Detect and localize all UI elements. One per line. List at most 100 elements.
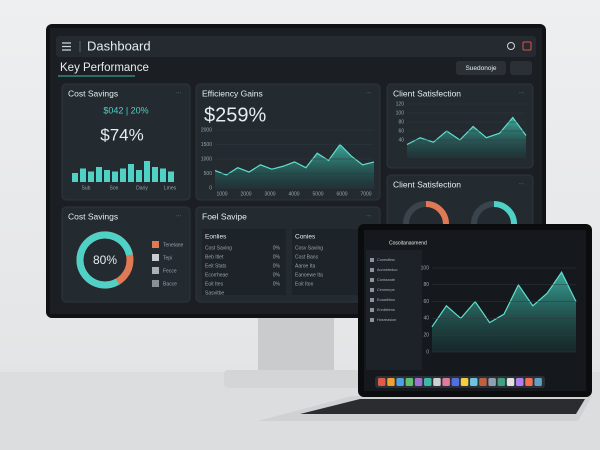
- button[interactable]: [456, 61, 506, 75]
- y-tick-label: 40: [398, 137, 404, 143]
- x-tick-label: 1000: [216, 191, 227, 197]
- menu-icon[interactable]: [62, 42, 71, 51]
- dock-icon: [460, 378, 469, 386]
- y-tick-label: 1000: [201, 156, 212, 162]
- sidebar-icon: [370, 288, 374, 292]
- monitor-stand: [258, 317, 334, 373]
- sidebar-item: Enniletens: [377, 308, 395, 312]
- card-title: Efficiency Gains: [202, 88, 263, 98]
- dock-icon: [497, 378, 506, 386]
- sidebar-item: Aonnetedoo: [377, 268, 397, 272]
- card-title: Client Satisfection: [393, 88, 461, 98]
- laptop-sidebar: [366, 250, 422, 370]
- card-menu: ···: [176, 90, 181, 96]
- dock-icon: [506, 378, 515, 386]
- line: [431, 271, 577, 328]
- legend-swatch: [152, 254, 159, 261]
- x-tick-label: 5000: [312, 191, 323, 197]
- area: [215, 144, 374, 188]
- laptop-header: Cosoitanaomend: [389, 240, 427, 246]
- area: [432, 272, 576, 352]
- table-cell: 0%: [273, 272, 281, 278]
- sidebar-item: Cenmnrpe: [377, 288, 395, 292]
- sidebar-icon: [370, 308, 374, 312]
- table-cell: 0%: [273, 263, 281, 269]
- donut-label: 80%: [93, 253, 117, 267]
- icon-button[interactable]: [510, 61, 532, 75]
- legend-label: Fecce: [163, 268, 177, 274]
- legend-label: Bacce: [163, 281, 177, 287]
- y-tick-label: 100: [396, 110, 405, 116]
- sidebar-icon: [370, 298, 374, 302]
- donut: [76, 231, 134, 289]
- dock-icon: [470, 378, 478, 386]
- legend-swatch: [152, 267, 159, 274]
- bar: [72, 173, 78, 182]
- bar: [112, 171, 118, 182]
- legend-label: Tepi: [163, 255, 172, 261]
- notify-icon[interactable]: [522, 41, 532, 51]
- legend-label: Tenelane: [163, 242, 184, 248]
- sidebar-item: Eoaalbiton: [377, 298, 395, 302]
- table-cell: Eeit Stats: [205, 263, 227, 269]
- bar: [144, 161, 150, 182]
- bar: [104, 170, 110, 182]
- section-title: Key Performance: [60, 62, 149, 74]
- bar: [152, 167, 158, 182]
- dock-icon: [396, 378, 404, 386]
- sidebar-item: Conssnote: [377, 278, 395, 282]
- table-title: Conies: [295, 234, 316, 241]
- bar: [96, 167, 102, 182]
- subtitle: $042 | 20%: [103, 105, 148, 115]
- y-tick-label: 20: [423, 333, 429, 339]
- card-menu: ···: [519, 90, 524, 96]
- dock-icon: [451, 378, 460, 386]
- x-tick-label: 6000: [336, 191, 347, 197]
- monitor-foot: [224, 370, 368, 388]
- sidebar-icon: [370, 278, 374, 282]
- y-tick-label: 1500: [201, 142, 212, 148]
- x-tick-label: 7000: [360, 191, 371, 197]
- table-cell: Cosv Saving: [295, 245, 323, 251]
- dock-icon: [479, 378, 487, 386]
- legend-swatch: [152, 241, 159, 248]
- table-cell: 0%: [273, 245, 281, 251]
- y-tick-label: 500: [204, 171, 213, 177]
- sidebar-icon: [370, 318, 374, 322]
- button-label[interactable]: Suedonoje: [465, 65, 496, 72]
- table-cell: Eoit Ites: [205, 281, 224, 287]
- area: [407, 117, 526, 158]
- header-title: Dashboard: [87, 38, 151, 53]
- table-cell: Aaroe Ita: [295, 263, 316, 269]
- bar: [160, 168, 166, 182]
- card-title: Foel Savipe: [202, 211, 247, 221]
- kpi-value: $74%: [100, 125, 143, 144]
- table-cell: Beb Itlet: [205, 254, 224, 260]
- sidebar-item: Hosreasion: [377, 318, 396, 322]
- x-tick-label: 4000: [288, 191, 299, 197]
- table-cell: 0%: [273, 281, 281, 287]
- y-tick-label: 80: [398, 119, 404, 125]
- x-tick-label: Lmes: [164, 185, 177, 191]
- y-tick-label: 2000: [201, 127, 212, 133]
- y-tick-label: 120: [396, 101, 405, 107]
- header-bar: [56, 36, 536, 57]
- y-tick-label: 40: [423, 316, 429, 322]
- dock-icon: [405, 378, 414, 386]
- dock-icon: [387, 378, 395, 386]
- search-icon[interactable]: [507, 42, 515, 50]
- dock-icon: [433, 378, 441, 386]
- sidebar-item: Conesflew: [377, 258, 395, 262]
- dock-icon: [488, 378, 496, 386]
- bar: [80, 168, 86, 182]
- y-tick-label: 0: [209, 185, 212, 191]
- card-title: Client Satisfection: [393, 179, 461, 189]
- x-tick-label: Dariy: [136, 185, 148, 191]
- y-tick-label: 80: [423, 282, 429, 288]
- x-tick-label: 2000: [240, 191, 251, 197]
- table-cell: Sasvitbe: [205, 290, 224, 296]
- table-cell: Eoit Iton: [295, 281, 314, 287]
- table: [202, 229, 286, 295]
- dock-icon: [442, 378, 450, 386]
